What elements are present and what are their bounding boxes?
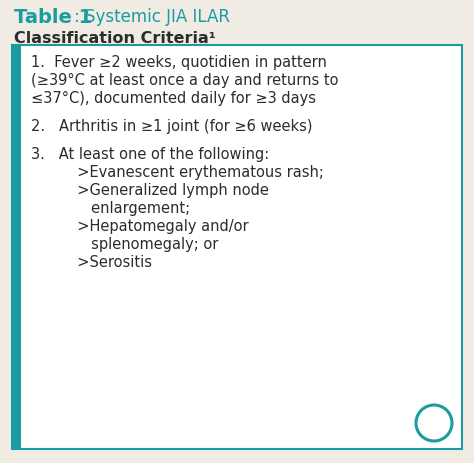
Bar [12,45,21,449]
Text: enlargement;: enlargement; [31,201,190,216]
Text: Table 1: Table 1 [14,8,92,27]
Bar [12,45,462,449]
Text: 2.   Arthritis in ≥1 joint (for ≥6 weeks): 2. Arthritis in ≥1 joint (for ≥6 weeks) [31,119,312,134]
Text: 1.  Fever ≥2 weeks, quotidien in pattern: 1. Fever ≥2 weeks, quotidien in pattern [31,55,327,70]
Text: : Systemic JIA ILAR: : Systemic JIA ILAR [74,8,230,26]
Text: Classification Criteria¹: Classification Criteria¹ [14,31,216,46]
Text: (≥39°C at least once a day and returns to: (≥39°C at least once a day and returns t… [31,73,338,88]
Text: >Evanescent erythematous rash;: >Evanescent erythematous rash; [31,165,324,180]
Text: ≤37°C), documented daily for ≥3 days: ≤37°C), documented daily for ≥3 days [31,91,316,106]
Text: >Serositis: >Serositis [31,255,152,270]
Text: 3.   At least one of the following:: 3. At least one of the following: [31,147,269,162]
Text: >Generalized lymph node: >Generalized lymph node [31,183,269,198]
Text: >Hepatomegaly and/or: >Hepatomegaly and/or [31,219,249,234]
Text: splenomegaly; or: splenomegaly; or [31,237,219,252]
